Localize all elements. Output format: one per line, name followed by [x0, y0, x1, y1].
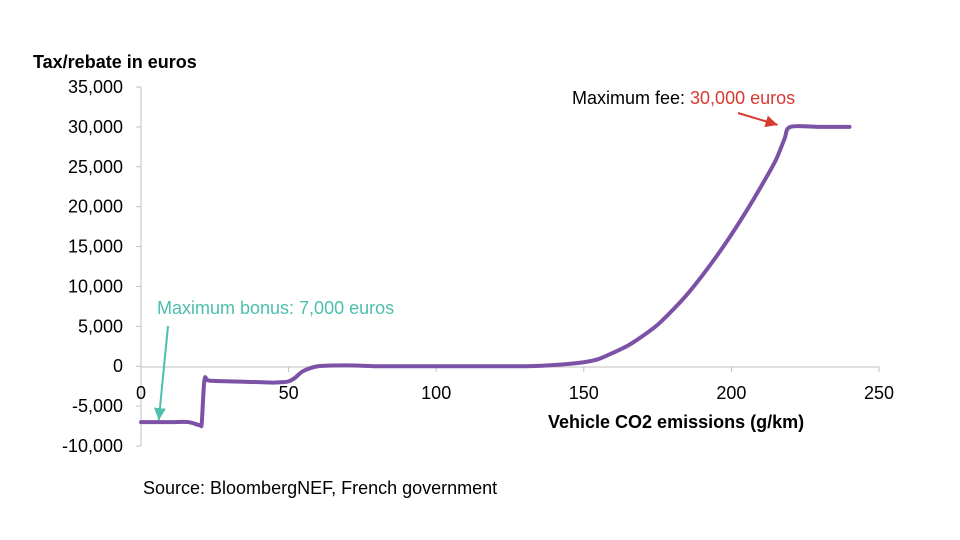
y-tick-label: 5,000	[78, 316, 123, 336]
source-note: Source: BloombergNEF, French government	[143, 478, 497, 498]
x-tick-label: 150	[569, 383, 599, 403]
y-axis: 35,000 30,000 25,000 20,000 15,000 10,000 5,00…	[62, 77, 142, 456]
annotation-bonus-arrow	[153, 325, 169, 421]
y-tick-label: -10,000	[62, 436, 123, 456]
series-line	[139, 124, 852, 429]
x-axis-label: Vehicle CO2 emissions (g/km)	[548, 412, 804, 432]
y-tick-label: 35,000	[68, 77, 123, 97]
y-tick-label: 30,000	[68, 117, 123, 137]
x-tick-label: 0	[136, 383, 146, 403]
x-tick-label: 250	[864, 383, 894, 403]
annotation-fee-prefix: Maximum fee:	[572, 88, 690, 108]
y-tick-label: 25,000	[68, 157, 123, 177]
annotation-max-bonus: Maximum bonus: 7,000 euros	[157, 298, 394, 318]
series-layer	[139, 124, 852, 429]
y-tick-label: -5,000	[72, 396, 123, 416]
y-tick-label: 20,000	[68, 197, 123, 217]
y-axis-label: Tax/rebate in euros	[33, 52, 197, 72]
annotation-layer: Maximum bonus: 7,000 euros Maximum fee: 3…	[153, 88, 795, 421]
x-tick-label: 100	[421, 383, 451, 403]
y-tick-label: 0	[113, 356, 123, 376]
x-axis: 0 50 100 150 200 250	[136, 366, 894, 403]
annotation-fee-value: 30,000 euros	[690, 88, 795, 108]
y-tick-label: 15,000	[68, 237, 123, 257]
annotation-max-fee: Maximum fee: 30,000 euros	[572, 88, 795, 108]
y-tick-label: 10,000	[68, 276, 123, 296]
x-tick-label: 50	[279, 383, 299, 403]
x-tick-label: 200	[716, 383, 746, 403]
annotation-fee-arrow	[737, 112, 778, 128]
